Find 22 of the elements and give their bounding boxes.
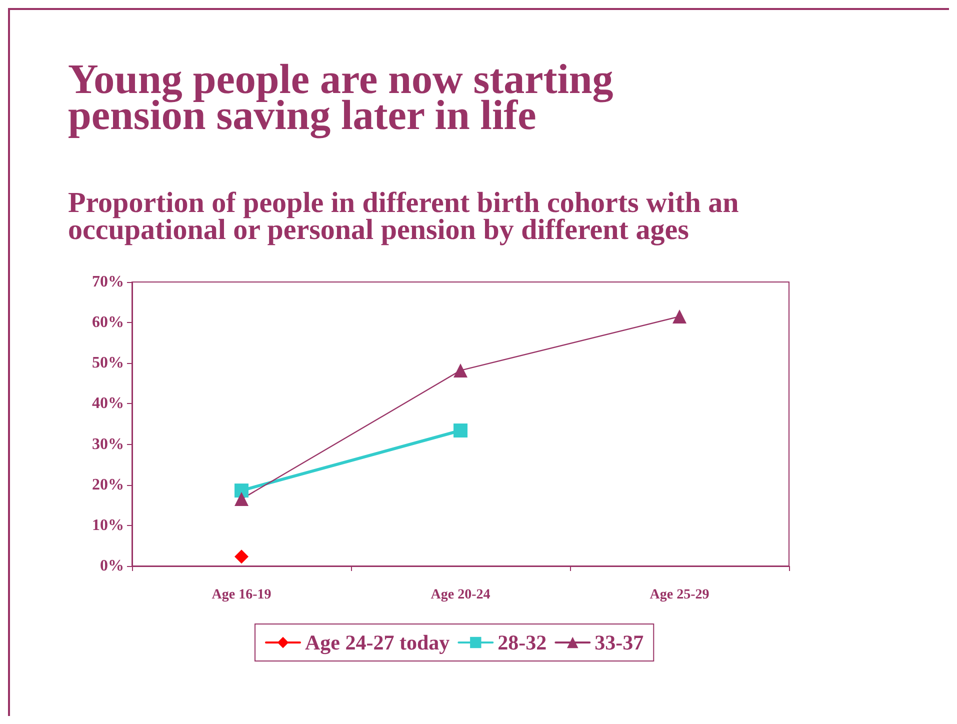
y-tick-label: 0% <box>100 558 124 574</box>
y-tick-label: 10% <box>92 516 124 534</box>
y-tick-label: 70% <box>92 274 124 290</box>
y-tick-label: 30% <box>92 436 124 453</box>
legend-label: 33-37 <box>594 630 644 654</box>
chart-title: Young people are now starting pension saving later in life <box>68 57 614 139</box>
point <box>234 550 248 564</box>
point <box>234 492 248 506</box>
point <box>454 363 468 378</box>
point <box>672 309 686 324</box>
x-tick-label: Age 20-24 <box>430 588 490 602</box>
x-tick-label: Age 25-29 <box>650 588 710 602</box>
y-tick-label: 50% <box>92 354 124 372</box>
y-tick-label: 60% <box>92 314 124 332</box>
y-tick-label: 40% <box>92 395 124 412</box>
point <box>454 423 468 438</box>
point <box>234 484 248 498</box>
chart-subtitle: Proportion of people in different birth cohorts with an occupational or personal pension by different ages <box>68 187 740 246</box>
x-tick-label: Age 16-19 <box>212 588 272 602</box>
legend-label: 28-32 <box>498 630 547 654</box>
y-tick-label: 20% <box>92 476 124 494</box>
legend-label: Age 24-27 today <box>305 630 450 654</box>
